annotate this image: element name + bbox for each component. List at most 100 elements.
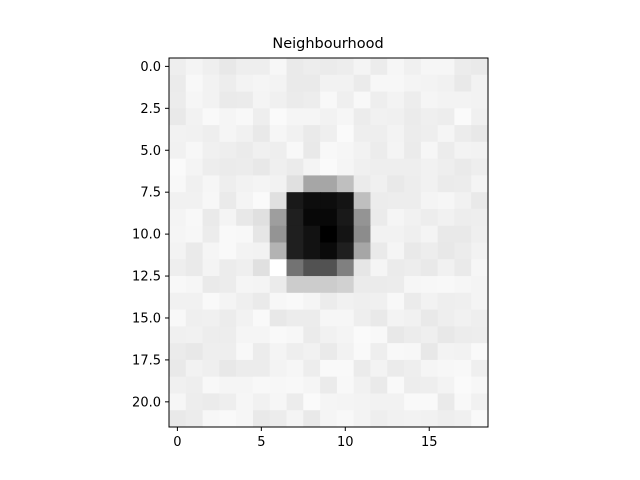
heatmap-cell <box>252 359 271 378</box>
heatmap-cell <box>353 393 372 411</box>
heatmap-cell <box>454 208 472 227</box>
heatmap-cell <box>219 259 237 277</box>
heatmap-cell <box>336 292 355 311</box>
heatmap-cell <box>269 376 288 395</box>
heatmap-cell <box>219 158 237 177</box>
heatmap-cell <box>269 326 288 344</box>
heatmap-cell <box>387 192 405 210</box>
heatmap-cell <box>471 108 489 126</box>
heatmap-cell <box>437 108 456 126</box>
heatmap-cell <box>353 343 372 361</box>
heatmap-cell <box>185 192 204 210</box>
heatmap-cell <box>219 343 237 361</box>
heatmap-cell <box>336 74 355 93</box>
heatmap-cell <box>236 225 254 244</box>
y-tick-label: 20.0 <box>132 395 161 410</box>
heatmap-cell <box>169 309 187 327</box>
heatmap-cell <box>169 359 187 378</box>
heatmap-cell <box>320 410 338 428</box>
heatmap-cell <box>303 343 321 361</box>
heatmap-cell <box>286 259 304 277</box>
heatmap-cell <box>185 276 204 294</box>
heatmap-cell <box>320 141 338 160</box>
heatmap-cell <box>454 141 472 160</box>
heatmap-cell <box>202 343 220 361</box>
heatmap-cell <box>370 276 388 294</box>
heatmap-cell <box>269 108 288 126</box>
heatmap-cell <box>454 58 472 76</box>
heatmap-cell <box>185 208 204 227</box>
heatmap-cell <box>236 359 254 378</box>
heatmap-cell <box>471 225 489 244</box>
heatmap-cell <box>387 208 405 227</box>
heatmap-cell <box>420 259 439 277</box>
heatmap-cell <box>471 359 489 378</box>
heatmap-cell <box>219 326 237 344</box>
y-tick-label: 12.5 <box>132 270 161 285</box>
heatmap-cell <box>420 242 439 260</box>
x-axis: 0 5 10 15 <box>173 427 438 450</box>
heatmap-cell <box>454 108 472 126</box>
y-tick-label: 15.0 <box>132 311 161 326</box>
heatmap-cell <box>169 141 187 160</box>
heatmap-cell <box>303 108 321 126</box>
heatmap-cell <box>336 343 355 361</box>
heatmap-cell <box>454 393 472 411</box>
heatmap-cell <box>219 309 237 327</box>
heatmap-cell <box>169 393 187 411</box>
heatmap-cell <box>404 108 422 126</box>
heatmap-cell <box>387 326 405 344</box>
heatmap-cell <box>320 292 338 311</box>
heatmap-cell <box>303 259 321 277</box>
heatmap-cell <box>236 192 254 210</box>
heatmap-cell <box>454 309 472 327</box>
heatmap-cell <box>252 410 271 428</box>
heatmap-cell <box>185 359 204 378</box>
heatmap-cell <box>404 208 422 227</box>
heatmap-cell <box>202 410 220 428</box>
heatmap-cell <box>420 225 439 244</box>
heatmap-cell <box>286 276 304 294</box>
heatmap-cell <box>286 393 304 411</box>
heatmap-cell <box>353 141 372 160</box>
heatmap-cell <box>219 393 237 411</box>
heatmap-cell <box>269 158 288 177</box>
heatmap-cell <box>185 58 204 76</box>
heatmap-cell <box>404 242 422 260</box>
heatmap-cell <box>353 158 372 177</box>
heatmap-cell <box>370 242 388 260</box>
heatmap-cell <box>353 74 372 93</box>
heatmap-cell <box>471 276 489 294</box>
heatmap-cell <box>252 242 271 260</box>
heatmap-cell <box>219 208 237 227</box>
heatmap-cell <box>252 376 271 395</box>
heatmap-cell <box>420 58 439 76</box>
heatmap-cell <box>353 276 372 294</box>
heatmap-cell <box>269 192 288 210</box>
y-axis: 0.0 2.5 5.0 7.5 10.0 12.5 15.0 17.5 20.0 <box>132 60 169 410</box>
heatmap-cell <box>454 276 472 294</box>
heatmap-cell <box>353 125 372 143</box>
heatmap-cell <box>286 58 304 76</box>
y-tick-label: 10.0 <box>132 228 161 243</box>
heatmap-cell <box>404 309 422 327</box>
heatmap-cell <box>286 74 304 93</box>
heatmap-cell <box>353 108 372 126</box>
heatmap-cell <box>286 208 304 227</box>
heatmap-cell <box>437 359 456 378</box>
heatmap-cell <box>185 141 204 160</box>
chart-title: Neighbourhood <box>272 36 383 52</box>
heatmap-cell <box>336 309 355 327</box>
heatmap-cell <box>387 359 405 378</box>
heatmap-cell <box>202 376 220 395</box>
heatmap-cell <box>320 225 338 244</box>
heatmap-cell <box>236 259 254 277</box>
heatmap-cell <box>336 326 355 344</box>
heatmap-cell <box>353 91 372 109</box>
heatmap-cell <box>236 208 254 227</box>
heatmap-cell <box>169 410 187 428</box>
heatmap-cell <box>202 108 220 126</box>
heatmap-cell <box>202 74 220 93</box>
heatmap-cell <box>219 141 237 160</box>
heatmap-cell <box>269 276 288 294</box>
